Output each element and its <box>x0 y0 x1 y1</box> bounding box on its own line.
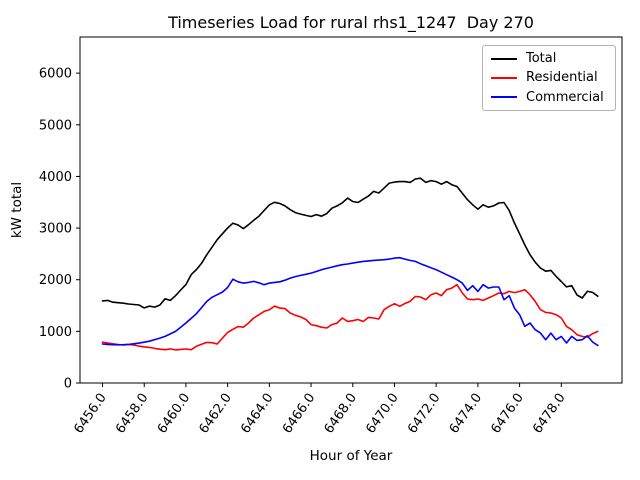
x-tick-label: 6458.0 <box>113 391 151 437</box>
series-line-total <box>101 177 599 309</box>
legend-label-commercial: Commercial <box>526 89 604 105</box>
y-tick-label: 2000 <box>39 273 72 288</box>
commercial-line-swatch <box>491 96 517 99</box>
legend-box: Total Residential Commercial <box>482 45 616 111</box>
x-tick-label: 6474.0 <box>447 391 485 437</box>
axes-frame <box>79 36 623 384</box>
x-tick-label: 6462.0 <box>197 391 235 437</box>
x-tick-label: 6466.0 <box>280 391 318 437</box>
chart-title: Timeseries Load for rural rhs1_1247 Day … <box>168 13 534 32</box>
series-line-commercial <box>101 256 599 347</box>
x-tick-label: 6460.0 <box>155 391 193 437</box>
x-tick-label: 6464.0 <box>238 391 276 437</box>
y-tick-label: 4000 <box>39 170 72 185</box>
y-tick-label: 5000 <box>39 118 72 133</box>
x-tick-label: 6470.0 <box>363 391 401 437</box>
y-tick-label: 3000 <box>39 222 72 237</box>
residential-line-swatch <box>491 76 517 79</box>
legend-item-total: Total <box>491 51 607 66</box>
y-tick-label: 0 <box>64 377 72 392</box>
x-tick-label: 6468.0 <box>322 391 360 437</box>
x-tick-label: 6472.0 <box>405 391 443 437</box>
legend-item-commercial: Commercial <box>491 90 607 105</box>
y-tick-label: 6000 <box>39 67 72 82</box>
x-tick-label: 6456.0 <box>71 391 109 437</box>
x-tick-label: 6476.0 <box>488 391 526 437</box>
legend-item-residential: Residential <box>491 70 607 85</box>
x-axis-label: Hour of Year <box>309 448 393 464</box>
x-tick-label: 6478.0 <box>530 391 568 437</box>
total-line-swatch <box>491 57 517 60</box>
y-tick-label: 1000 <box>39 325 72 340</box>
legend-label-total: Total <box>526 51 557 67</box>
legend-label-residential: Residential <box>526 70 598 86</box>
series-line-residential <box>101 283 599 351</box>
